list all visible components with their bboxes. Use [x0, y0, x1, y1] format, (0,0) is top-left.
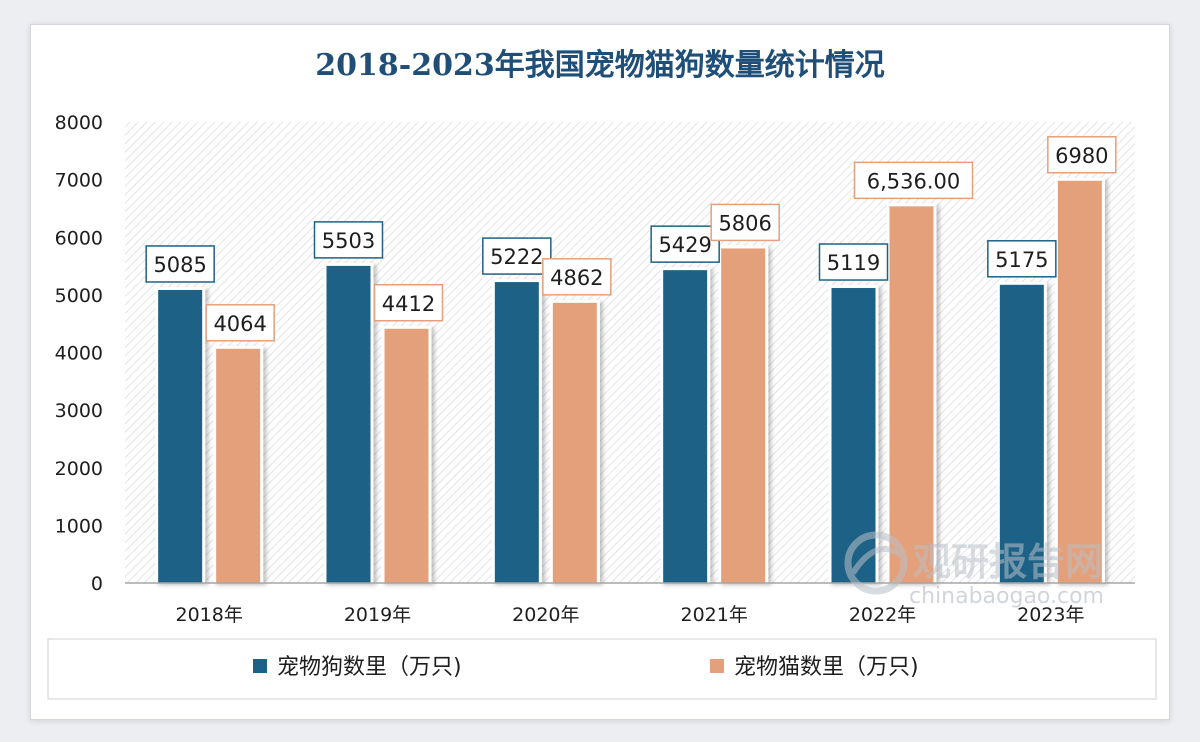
bar-cat: [721, 248, 766, 583]
x-tick-label: 2019年: [344, 604, 411, 626]
y-tick-label: 6000: [55, 227, 103, 249]
plot-area-background: [125, 122, 1135, 583]
chart-card: 2018-2023年我国宠物猫狗数量统计情况 0 1000 2000 3000 4000…: [30, 24, 1170, 720]
data-labels: 5085 4064 5503 4412 5222 4862 5429 5806 5119 6,53…: [145, 136, 1117, 342]
bar-dog: [663, 270, 708, 583]
data-label: 6980: [1055, 144, 1108, 168]
bar-dog: [326, 265, 371, 583]
bar-cat: [384, 328, 429, 583]
legend-label-cat: 宠物猫数里（万只): [734, 655, 919, 680]
y-axis: 0 1000 2000 3000 4000 5000 6000 7000 8000: [55, 112, 103, 595]
data-label-box: [818, 243, 889, 281]
watermark: 观研报告网 chinabaogao.com: [844, 531, 1104, 609]
y-tick-label: 8000: [55, 112, 103, 134]
data-label: 5429: [658, 233, 711, 257]
y-tick-label: 5000: [55, 285, 103, 307]
x-tick-label: 2021年: [680, 604, 747, 626]
data-label-box: [710, 203, 780, 242]
chart: 2018-2023年我国宠物猫狗数量统计情况 0 1000 2000 3000 4000…: [47, 48, 1157, 700]
bar-cat: [216, 348, 261, 583]
bar-dog: [158, 289, 203, 583]
data-label-box: [853, 161, 974, 200]
legend-label-dog: 宠物狗数里（万只): [277, 655, 462, 680]
bar-dog: [494, 282, 539, 583]
y-tick-label: 7000: [55, 170, 103, 192]
data-label: 5222: [490, 245, 543, 269]
data-label: 4412: [382, 292, 435, 316]
legend: 宠物狗数里（万只) 宠物猫数里（万只): [253, 655, 919, 680]
data-label-box: [1047, 136, 1117, 174]
data-label: 5119: [827, 251, 880, 275]
data-label: 5503: [322, 229, 375, 253]
data-label: 6,536.00: [867, 169, 961, 193]
data-label: 4064: [213, 312, 266, 336]
chart-title: 2018-2023年我国宠物猫狗数量统计情况: [315, 48, 884, 83]
data-label-box: [205, 304, 275, 342]
y-tick-label: 2000: [55, 458, 103, 480]
legend-swatch-cat: [710, 659, 724, 673]
x-tick-label: 2022年: [849, 604, 916, 626]
watermark-en: chinabaogao.com: [909, 584, 1104, 609]
bar-dog: [999, 284, 1044, 583]
y-tick-label: 4000: [55, 343, 103, 365]
data-label-box: [373, 284, 444, 322]
watermark-logo-icon: [844, 531, 908, 595]
data-label-box: [650, 225, 720, 263]
x-axis: 2018年 2019年 2020年 2021年 2022年 2023年: [125, 582, 1135, 626]
legend-box: [47, 638, 1157, 700]
bar-cat: [889, 206, 934, 583]
data-label: 5175: [995, 248, 1048, 272]
bars: [155, 177, 1105, 583]
data-label-box: [542, 258, 612, 296]
data-label-box: [987, 240, 1057, 278]
x-tick-label: 2020年: [512, 604, 579, 626]
bar-cat: [1057, 180, 1102, 583]
y-tick-label: 3000: [55, 400, 103, 422]
watermark-cn: 观研报告网: [913, 540, 1103, 584]
data-label: 5085: [153, 253, 206, 277]
y-tick-label: 0: [91, 573, 103, 595]
data-label-box: [145, 245, 215, 283]
data-label: 4862: [550, 266, 603, 290]
x-tick-label: 2018年: [175, 604, 242, 626]
bar-cat: [552, 302, 597, 583]
y-tick-label: 1000: [55, 515, 103, 537]
legend-swatch-dog: [253, 659, 267, 673]
x-tick-label: 2023年: [1017, 604, 1084, 626]
data-label: 5806: [718, 211, 771, 235]
data-label-box: [482, 237, 552, 275]
data-label-box: [313, 221, 384, 259]
